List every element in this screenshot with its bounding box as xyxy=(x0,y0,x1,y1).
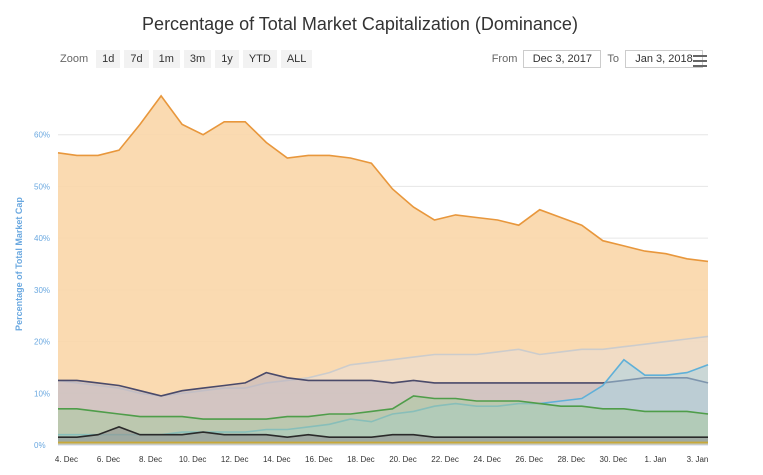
zoom-7d-button[interactable]: 7d xyxy=(124,50,149,68)
x-tick-label: 4. Dec xyxy=(55,455,78,464)
zoom-1d-button[interactable]: 1d xyxy=(96,50,121,68)
x-tick-label: 6. Dec xyxy=(97,455,120,464)
y-axis-title: Percentage of Total Market Cap xyxy=(14,197,24,331)
x-tick-label: 18. Dec xyxy=(347,455,375,464)
x-tick-label: 16. Dec xyxy=(305,455,333,464)
x-tick-label: 8. Dec xyxy=(139,455,162,464)
y-tick-label: 60% xyxy=(34,131,50,140)
page-title: Percentage of Total Market Capitalizatio… xyxy=(142,14,578,34)
y-tick-label: 10% xyxy=(34,389,50,398)
from-label: From xyxy=(491,53,518,65)
x-tick-label: 24. Dec xyxy=(473,455,501,464)
x-tick-label: 3. Jan xyxy=(687,455,709,464)
series-area-4 xyxy=(58,395,708,445)
from-date-input[interactable]: Dec 3, 2017 xyxy=(523,50,602,68)
zoom-label: Zoom xyxy=(60,53,89,65)
y-tick-label: 20% xyxy=(34,338,50,347)
to-label: To xyxy=(607,53,619,65)
series-line-5 xyxy=(58,426,708,439)
x-tick-label: 20. Dec xyxy=(389,455,417,464)
series-line-2 xyxy=(58,371,709,397)
y-tick-label: 0% xyxy=(34,441,46,450)
zoom-3m-button[interactable]: 3m xyxy=(183,50,212,68)
x-tick-label: 14. Dec xyxy=(263,455,291,464)
y-tick-label: 30% xyxy=(34,286,50,295)
x-tick-label: 30. Dec xyxy=(600,455,628,464)
zoom-bar: Zoom 1d 7d 1m 3m 1y YTD ALL xyxy=(60,50,313,68)
x-tick-label: 28. Dec xyxy=(557,455,585,464)
y-tick-label: 40% xyxy=(34,234,50,243)
x-tick-label: 12. Dec xyxy=(221,455,249,464)
y-tick-label: 50% xyxy=(34,182,50,191)
x-tick-label: 1. Jan xyxy=(645,455,667,464)
x-tick-label: 22. Dec xyxy=(431,455,459,464)
zoom-all-button[interactable]: ALL xyxy=(280,50,313,68)
x-tick-label: 10. Dec xyxy=(179,455,207,464)
series-line-4 xyxy=(58,395,709,420)
date-range-selector: From Dec 3, 2017 To Jan 3, 2018 xyxy=(492,50,703,68)
zoom-1m-button[interactable]: 1m xyxy=(152,50,180,68)
x-tick-label: 26. Dec xyxy=(515,455,543,464)
series-line-0 xyxy=(57,94,709,263)
zoom-1y-button[interactable]: 1y xyxy=(215,50,239,68)
to-date-input[interactable]: Jan 3, 2018 xyxy=(625,50,703,68)
zoom-ytd-button[interactable]: YTD xyxy=(242,50,277,68)
hamburger-menu-icon[interactable] xyxy=(693,55,707,67)
